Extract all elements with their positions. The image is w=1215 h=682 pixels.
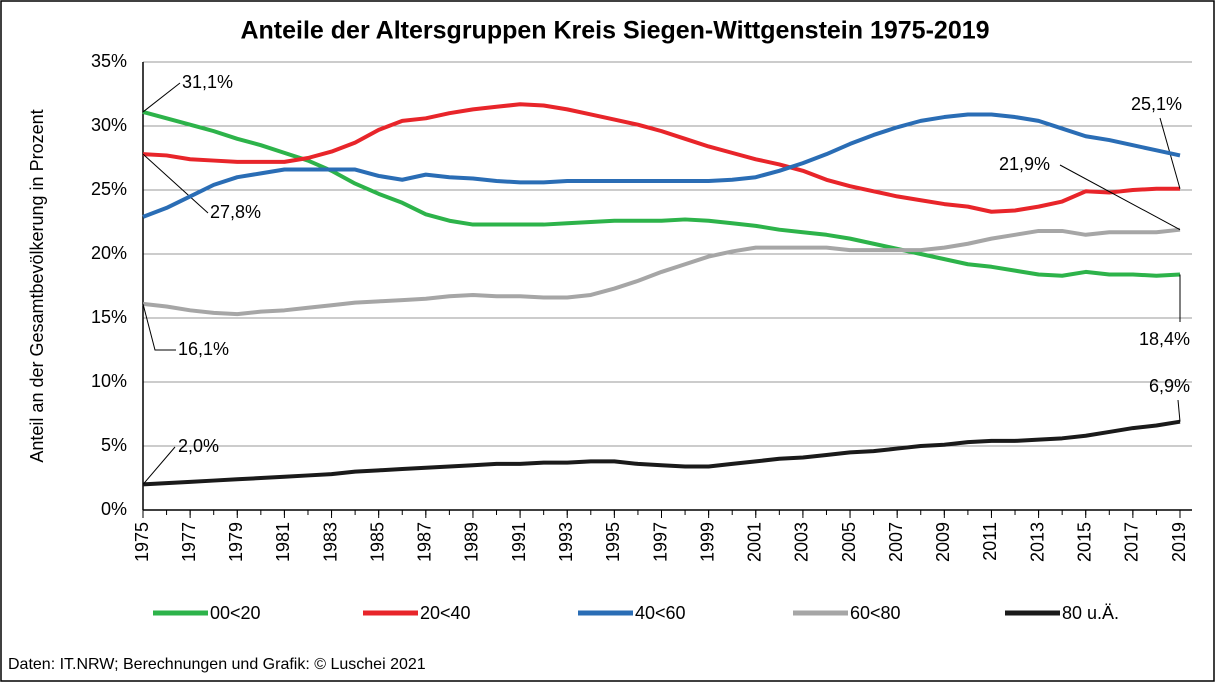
- leader-line: [1059, 164, 1181, 231]
- data-label: 6,9%: [1149, 376, 1190, 396]
- legend-label: 80 u.Ä.: [1062, 603, 1119, 623]
- y-tick-label: 0%: [101, 499, 127, 519]
- data-label: 21,9%: [999, 154, 1050, 174]
- x-tick-label: 2009: [933, 522, 953, 562]
- x-tick-label: 2015: [1074, 522, 1094, 562]
- x-tick-label: 1991: [509, 522, 529, 562]
- x-tick-label: 1983: [320, 522, 340, 562]
- legend-label: 40<60: [635, 603, 686, 623]
- x-tick-label: 2007: [886, 522, 906, 562]
- x-tick-label: 2017: [1122, 522, 1142, 562]
- y-tick-label: 5%: [101, 435, 127, 455]
- x-tick-label: 1985: [367, 522, 387, 562]
- x-tick-label: 1997: [650, 522, 670, 562]
- leader-line: [142, 82, 181, 113]
- series-line: [142, 109, 1181, 278]
- series-line: [142, 102, 1180, 214]
- leader-line: [142, 446, 176, 485]
- leader-line: [1177, 399, 1181, 422]
- data-label: 27,8%: [210, 202, 261, 222]
- data-label: 16,1%: [178, 339, 229, 359]
- x-tick-label: 1995: [603, 522, 623, 562]
- x-tick-label: 2019: [1169, 522, 1189, 562]
- y-axis-label: Anteil an der Gesamtbevölkerung in Proze…: [27, 109, 47, 462]
- series-line: [142, 112, 1181, 219]
- data-label: 25,1%: [1131, 94, 1182, 114]
- leader-line: [142, 303, 176, 351]
- source-note: Daten: IT.NRW; Berechnungen und Grafik: …: [8, 656, 426, 673]
- y-tick-label: 10%: [91, 371, 127, 391]
- data-label: 31,1%: [182, 72, 233, 92]
- x-tick-label: 2013: [1027, 522, 1047, 562]
- chart-title: Anteile der Altersgruppen Kreis Siegen-W…: [240, 17, 989, 45]
- x-tick-label: 1981: [273, 522, 293, 562]
- x-tick-label: 1993: [556, 522, 576, 562]
- x-tick-label: 1979: [226, 522, 246, 562]
- x-tick-label: 1975: [132, 522, 152, 562]
- series-line: [142, 419, 1181, 487]
- x-tick-label: 2003: [792, 522, 812, 562]
- x-tick-label: 1977: [179, 522, 199, 562]
- y-tick-label: 35%: [91, 51, 127, 71]
- x-tick-label: 2001: [745, 522, 765, 562]
- series-line: [142, 227, 1181, 317]
- x-tick-label: 2011: [980, 522, 1000, 561]
- y-tick-label: 20%: [91, 243, 127, 263]
- leader-line: [142, 153, 209, 214]
- legend-label: 20<40: [420, 603, 471, 623]
- y-tick-label: 25%: [91, 179, 127, 199]
- y-tick-label: 30%: [91, 115, 127, 135]
- x-tick-label: 1989: [462, 522, 482, 562]
- x-tick-label: 1999: [697, 522, 717, 562]
- data-label: 18,4%: [1139, 329, 1190, 349]
- data-label: 2,0%: [178, 436, 219, 456]
- legend-label: 60<80: [850, 603, 901, 623]
- x-tick-label: 1987: [415, 522, 435, 562]
- legend-label: 00<20: [210, 603, 261, 623]
- x-tick-label: 2005: [839, 522, 859, 562]
- y-tick-label: 15%: [91, 307, 127, 327]
